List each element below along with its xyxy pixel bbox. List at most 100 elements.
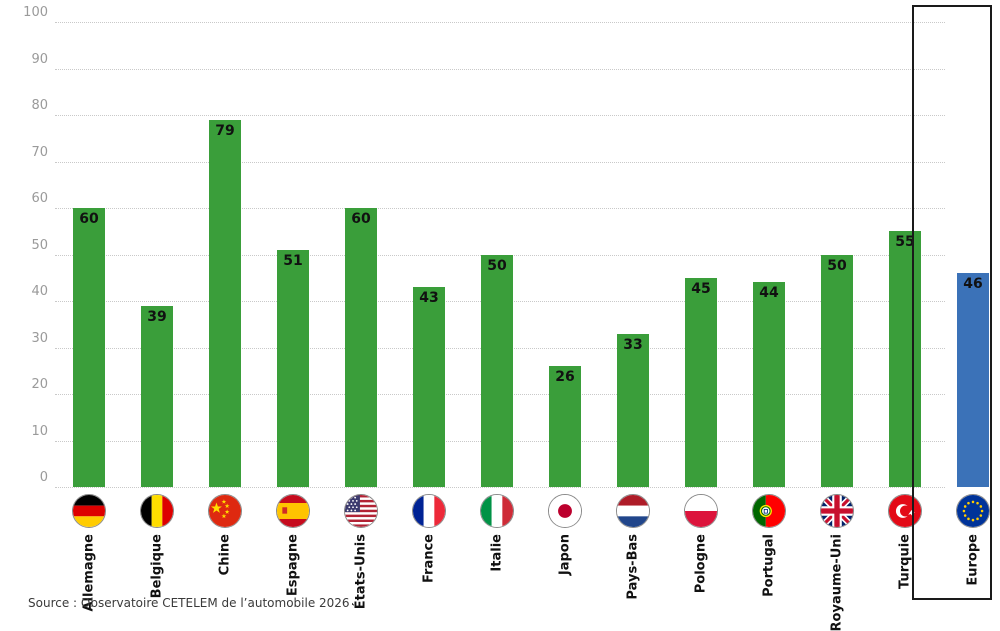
flag-portugal-icon <box>752 494 786 528</box>
category-slot: Pays-Bas <box>599 492 667 627</box>
y-axis-tick-label: 90 <box>31 51 48 67</box>
category-slot: France <box>395 492 463 627</box>
bar-italie[interactable]: 50 <box>481 254 513 487</box>
bar-slot: 46 <box>939 22 1000 487</box>
bar-slot: 60 <box>55 22 123 487</box>
flag-spain-icon <box>276 494 310 528</box>
category-label: France <box>421 534 437 584</box>
y-axis-tick-label: 0 <box>39 470 48 485</box>
category-slot: Europe <box>939 492 1000 627</box>
category-slot: Portugal <box>735 492 803 627</box>
flag-netherlands-icon <box>616 494 650 528</box>
category-slot: Turquie <box>871 492 939 627</box>
flag-china-icon <box>208 494 242 528</box>
flag-uk-icon <box>820 494 854 528</box>
bar-pologne[interactable]: 45 <box>685 277 717 487</box>
bar-value-label: 39 <box>147 308 167 325</box>
bar--tats-unis[interactable]: 60 <box>345 208 377 487</box>
y-axis-tick-label: 40 <box>31 284 48 299</box>
bar-slot: 60 <box>327 22 395 487</box>
category-label: Japon <box>557 534 573 576</box>
gridline <box>55 68 945 70</box>
bar-allemagne[interactable]: 60 <box>73 208 105 487</box>
category-slot: Pologne <box>667 492 735 627</box>
bar-royaume-uni[interactable]: 50 <box>821 254 853 487</box>
bar-turquie[interactable]: 55 <box>889 231 921 487</box>
y-axis-tick-label: 60 <box>31 191 48 206</box>
category-label: Chine <box>217 534 233 576</box>
bar-slot: 44 <box>735 22 803 487</box>
gridline <box>55 487 945 488</box>
bar-value-label: 60 <box>351 211 371 227</box>
bar-value-label: 43 <box>419 290 439 307</box>
bar-europe[interactable]: 46 <box>957 273 989 487</box>
flag-europe-icon <box>956 494 990 528</box>
y-axis-tick-label: 80 <box>31 98 48 113</box>
y-axis-tick-label: 30 <box>31 330 48 346</box>
y-axis-tick-label: 10 <box>31 423 48 439</box>
bar-value-label: 60 <box>79 211 99 227</box>
bar-value-label: 33 <box>623 336 643 353</box>
category-slot: États-Unis <box>327 492 395 627</box>
bar-value-label: 45 <box>691 280 711 297</box>
flag-japan-icon <box>548 494 582 528</box>
bar-slot: 79 <box>191 22 259 487</box>
y-axis-tick-label: 100 <box>23 5 48 20</box>
category-label: États-Unis <box>353 534 369 610</box>
bar-espagne[interactable]: 51 <box>277 249 309 487</box>
category-label: Espagne <box>285 534 301 597</box>
y-axis-tick-label: 20 <box>31 377 48 392</box>
category-label: Belgique <box>149 534 165 599</box>
bar-value-label: 79 <box>215 122 235 139</box>
category-slot: Belgique <box>123 492 191 627</box>
category-slot: Espagne <box>259 492 327 627</box>
gridline <box>55 208 945 209</box>
category-label: Italie <box>489 534 505 572</box>
category-label: Europe <box>965 534 981 586</box>
flag-usa-icon <box>344 494 378 528</box>
bar-slot: 55 <box>871 22 939 487</box>
bar-slot: 43 <box>395 22 463 487</box>
gridline <box>55 115 945 116</box>
bar-value-label: 50 <box>827 257 847 274</box>
bar-slot: 39 <box>123 22 191 487</box>
bar-france[interactable]: 43 <box>413 287 445 487</box>
category-slot: Chine <box>191 492 259 627</box>
bar-value-label: 46 <box>963 276 983 293</box>
bar-slot: 45 <box>667 22 735 487</box>
bar-chine[interactable]: 79 <box>209 119 241 487</box>
bar-belgique[interactable]: 39 <box>141 305 173 487</box>
flag-italy-icon <box>480 494 514 528</box>
bar-slot: 26 <box>531 22 599 487</box>
category-slot: Allemagne <box>55 492 123 627</box>
category-slot: Royaume-Uni <box>803 492 871 631</box>
category-slot: Italie <box>463 492 531 627</box>
gridline <box>55 22 945 23</box>
bar-slot: 33 <box>599 22 667 487</box>
bar-value-label: 51 <box>283 252 303 269</box>
category-label: Pays-Bas <box>625 534 641 600</box>
bar-pays-bas[interactable]: 33 <box>617 333 649 487</box>
category-label: Turquie <box>897 534 913 589</box>
bar-value-label: 26 <box>555 369 575 386</box>
y-axis-tick-label: 70 <box>31 144 48 160</box>
bar-slot: 50 <box>803 22 871 487</box>
category-slot: Japon <box>531 492 599 627</box>
flag-belgium-icon <box>140 494 174 528</box>
bar-japon[interactable]: 26 <box>549 366 581 487</box>
bars-layer: 603979516043502633454450554649 <box>55 22 989 487</box>
source-note: Source : Observatoire CETELEM de l’autom… <box>28 596 350 610</box>
bar-slot: 51 <box>259 22 327 487</box>
flag-france-icon <box>412 494 446 528</box>
flag-turkey-icon <box>888 494 922 528</box>
bar-value-label: 44 <box>759 285 779 302</box>
category-label: Portugal <box>761 534 777 597</box>
y-axis-tick-label: 50 <box>31 237 48 253</box>
bar-value-label: 55 <box>895 234 915 251</box>
bar-portugal[interactable]: 44 <box>753 282 785 487</box>
bar-value-label: 50 <box>487 257 507 274</box>
flag-germany-icon <box>72 494 106 528</box>
gridline <box>55 161 945 163</box>
category-label: Royaume-Uni <box>829 534 845 631</box>
